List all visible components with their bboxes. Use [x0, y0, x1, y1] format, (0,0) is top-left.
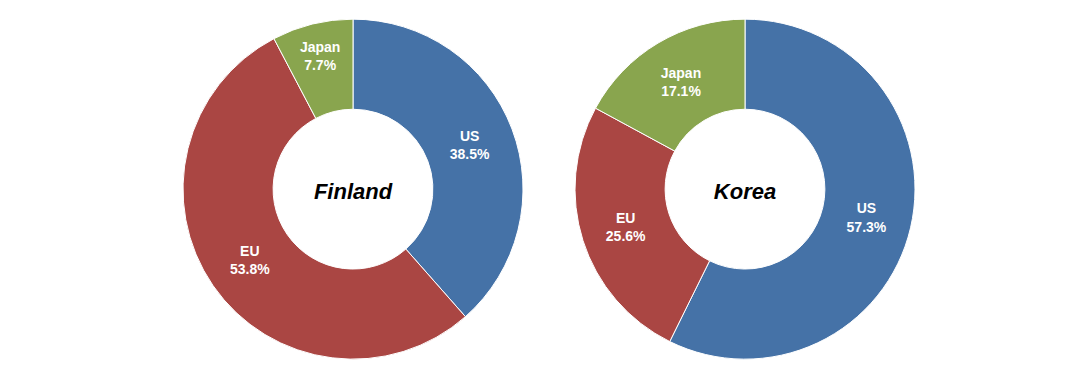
svg-text:US38.5%: US38.5%	[450, 128, 490, 162]
svg-text:Japan17.1%: Japan17.1%	[661, 65, 702, 99]
svg-text:EU53.8%: EU53.8%	[230, 243, 270, 277]
svg-text:Finland: Finland	[314, 179, 393, 204]
svg-text:Japan7.7%: Japan7.7%	[300, 39, 340, 73]
svg-text:US57.3%: US57.3%	[847, 200, 887, 234]
svg-text:EU25.6%: EU25.6%	[606, 210, 646, 244]
svg-text:Korea: Korea	[714, 179, 776, 204]
